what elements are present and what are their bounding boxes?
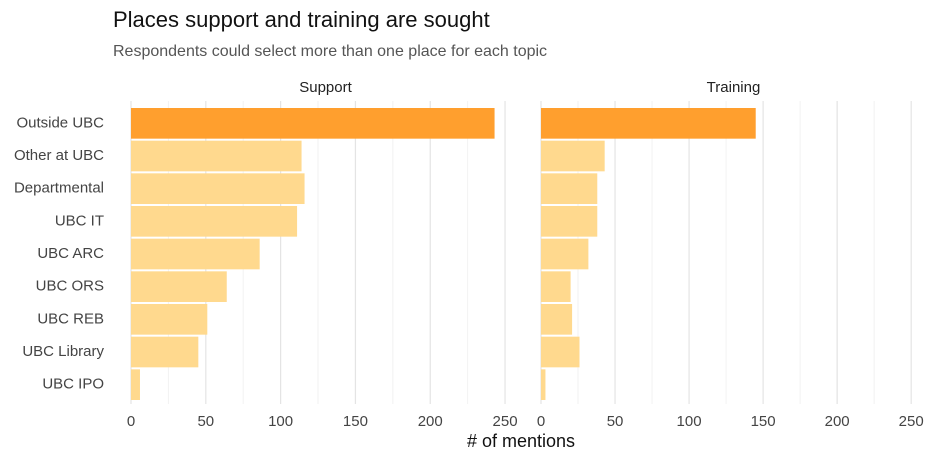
- bar: [541, 140, 605, 172]
- x-tick-label: 200: [825, 413, 850, 430]
- x-tick-label: 150: [751, 413, 776, 430]
- bar: [541, 304, 573, 335]
- x-axis-label: # of mentions: [467, 431, 575, 451]
- x-tick-label: 150: [343, 413, 368, 430]
- facet-title: Support: [299, 79, 352, 96]
- x-tick-label: 0: [127, 413, 135, 430]
- x-tick-label: 200: [418, 413, 443, 430]
- bar: [131, 140, 302, 172]
- x-tick-label: 100: [268, 413, 293, 430]
- bar: [541, 336, 580, 368]
- y-tick-label: Other at UBC: [14, 147, 104, 164]
- y-tick-label: Outside UBC: [16, 114, 104, 131]
- bar: [131, 238, 260, 270]
- y-tick-label: Departmental: [14, 180, 104, 197]
- bar: [131, 173, 305, 204]
- bar: [541, 271, 571, 302]
- bar: [541, 238, 589, 270]
- x-tick-label: 50: [197, 413, 214, 430]
- y-tick-label: UBC IPO: [42, 376, 104, 393]
- bar: [541, 369, 546, 400]
- bar: [131, 336, 199, 368]
- x-tick-label: 0: [537, 413, 545, 430]
- y-tick-label: UBC ARC: [37, 245, 104, 262]
- x-tick-label: 100: [677, 413, 702, 430]
- y-tick-label: UBC IT: [55, 212, 104, 229]
- facet-title: Training: [707, 79, 761, 96]
- chart-title: Places support and training are sought: [113, 7, 490, 32]
- x-tick-label: 250: [493, 413, 518, 430]
- bar: [541, 206, 598, 237]
- bar: [131, 108, 495, 139]
- y-tick-label: UBC ORS: [36, 278, 104, 295]
- bar: [131, 206, 298, 237]
- y-tick-label: UBC REB: [37, 310, 104, 327]
- bar: [131, 304, 208, 335]
- bar: [541, 108, 756, 139]
- x-tick-label: 250: [899, 413, 924, 430]
- bar: [131, 271, 227, 302]
- bar: [131, 369, 140, 400]
- y-tick-label: UBC Library: [22, 343, 104, 360]
- bar: [541, 173, 598, 204]
- chart-subtitle: Respondents could select more than one p…: [113, 43, 547, 60]
- x-tick-label: 50: [607, 413, 624, 430]
